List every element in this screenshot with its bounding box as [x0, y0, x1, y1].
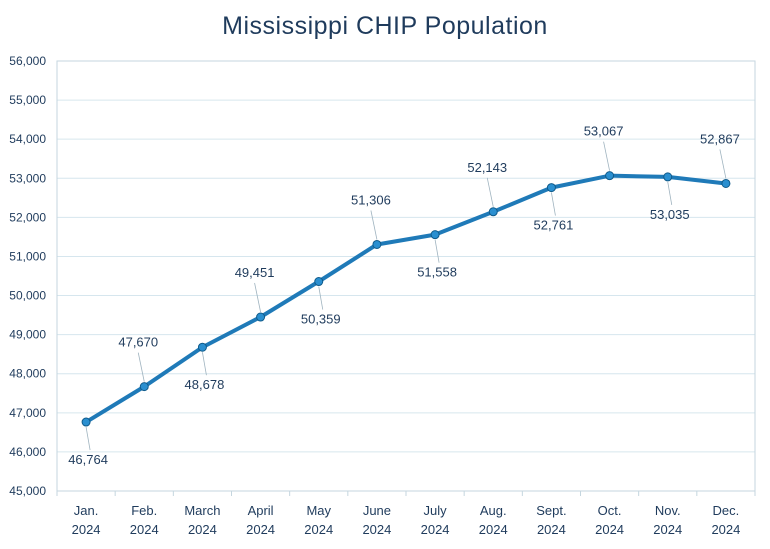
- label-leaders: [85, 141, 727, 451]
- label-leader-line: [202, 352, 207, 376]
- x-tick-label: April 2024: [246, 503, 275, 537]
- axes: 45,000 46,000 47,000 48,000 49,000 50,000 51,0…: [9, 54, 756, 537]
- y-tick-label: 45,000: [9, 484, 46, 498]
- y-tick-label: 55,000: [9, 93, 46, 107]
- plot-area-border: [56, 60, 756, 492]
- label-leader-line: [370, 210, 378, 240]
- data-label: 53,067: [584, 124, 624, 139]
- data-point: [372, 239, 382, 249]
- data-point: [663, 172, 673, 182]
- chart-title: Mississippi CHIP Population: [222, 12, 548, 40]
- y-tick-label: 48,000: [9, 367, 46, 381]
- label-leader-line: [85, 426, 91, 451]
- data-point: [546, 183, 556, 193]
- gridlines: [57, 60, 755, 492]
- x-tick-label: June 2024: [362, 503, 391, 537]
- label-leader-line: [603, 141, 610, 171]
- data-label: 52,143: [467, 160, 507, 175]
- y-tick-label: 51,000: [9, 249, 46, 263]
- y-tick-label: 46,000: [9, 445, 46, 459]
- label-leader-line: [486, 177, 494, 207]
- x-tick-label: Nov. 2024: [653, 503, 682, 537]
- data-point: [430, 230, 440, 240]
- data-label: 49,451: [235, 265, 275, 280]
- label-leader-line: [318, 286, 324, 310]
- label-leader-line: [551, 192, 556, 216]
- data-point: [139, 382, 149, 392]
- data-label: 51,306: [351, 192, 391, 207]
- series-line-path: [84, 173, 728, 425]
- data-label: 48,678: [185, 377, 225, 392]
- x-tick-label: Dec. 2024: [711, 503, 740, 537]
- y-tick-label: 53,000: [9, 171, 46, 185]
- label-leader-line: [434, 239, 440, 263]
- x-tick-label: Aug. 2024: [479, 503, 508, 537]
- y-tick-label: 52,000: [9, 210, 46, 224]
- data-label: 50,359: [301, 312, 341, 327]
- label-leader-line: [667, 181, 673, 205]
- data-labels: 46,764 47,670 48,678 49,451 50,359 51,306 51,5…: [68, 124, 740, 467]
- y-tick-label: 56,000: [9, 54, 46, 68]
- x-tick-label: July 2024: [421, 503, 450, 537]
- x-tick-label: Feb. 2024: [130, 503, 159, 537]
- x-tick-label: Oct. 2024: [595, 503, 624, 537]
- data-label: 47,670: [118, 335, 158, 350]
- data-label: 51,558: [417, 265, 457, 280]
- data-point: [721, 178, 731, 188]
- data-point: [314, 277, 324, 287]
- data-point: [256, 312, 266, 322]
- data-point: [605, 171, 615, 181]
- label-leader-line: [254, 282, 261, 313]
- data-markers: [81, 171, 731, 427]
- x-tick-label: May 2024: [304, 503, 333, 537]
- data-point: [81, 417, 91, 427]
- y-tick-label: 47,000: [9, 406, 46, 420]
- y-tick-label: 54,000: [9, 132, 46, 146]
- data-label: 46,764: [68, 452, 108, 467]
- x-tick-label: Jan. 2024: [72, 503, 101, 537]
- label-leader-line: [137, 352, 145, 382]
- series-line: [84, 173, 728, 425]
- label-leader-line: [719, 149, 727, 179]
- data-point: [488, 207, 498, 217]
- y-tick-label: 50,000: [9, 289, 46, 303]
- y-tick-label: 49,000: [9, 328, 46, 342]
- data-label: 53,035: [650, 207, 690, 222]
- x-tick-label: Sept. 2024: [536, 503, 566, 537]
- data-label: 52,761: [534, 218, 574, 233]
- data-point: [197, 342, 207, 352]
- x-tick-label: March 2024: [184, 503, 220, 537]
- data-label: 52,867: [700, 131, 740, 146]
